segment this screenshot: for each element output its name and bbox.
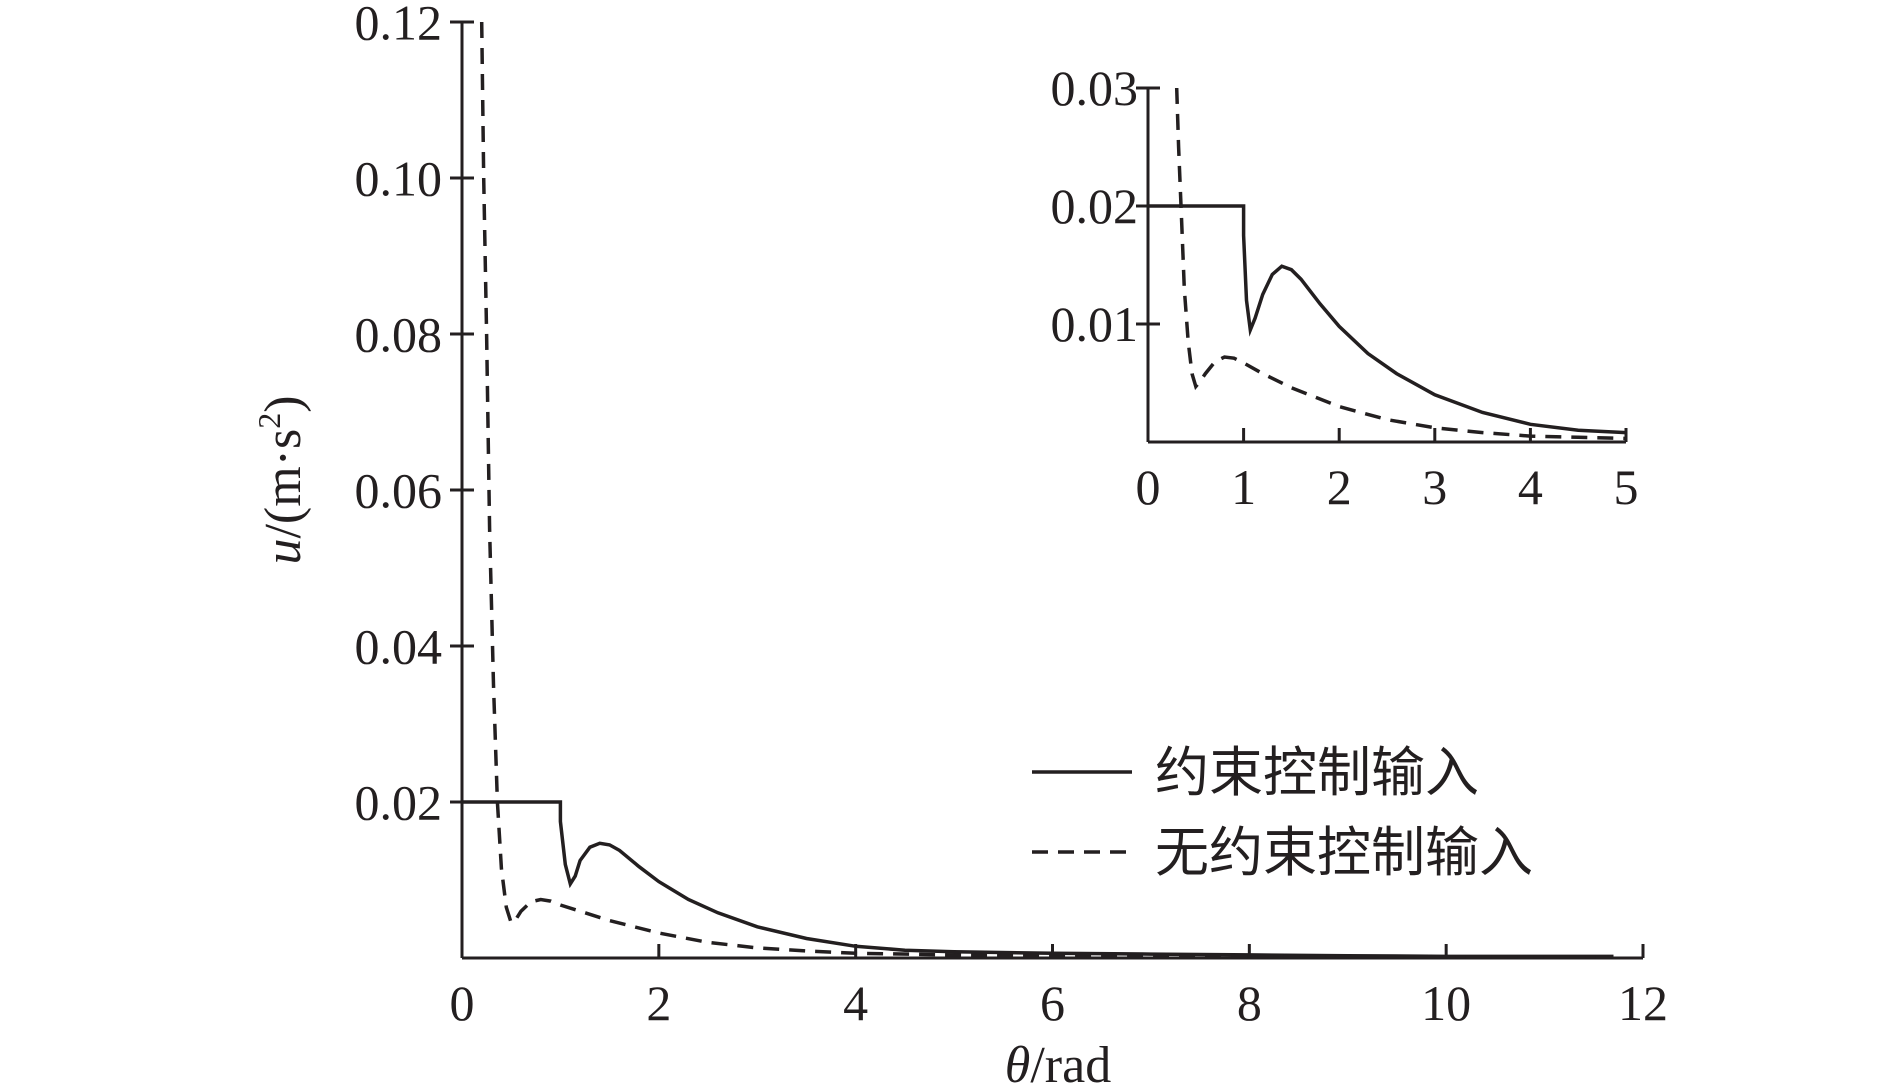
inset-series-constrained xyxy=(1148,204,1627,435)
main-y-tick-label: 0.04 xyxy=(355,619,443,675)
inset-x-tick-label: 1 xyxy=(1231,459,1256,515)
main-plot: 0 2 4 6 8 10 120.020.040.060.080.100.12 θ/rad … xyxy=(251,0,1668,1086)
main-y-tick-label: 0.06 xyxy=(355,463,443,519)
x-axis-title: θ/rad xyxy=(1005,1037,1111,1086)
inset-series-unconstrained xyxy=(1174,87,1627,441)
main-x-tick-label: 12 xyxy=(1618,975,1668,1031)
inset-x-tick-label: 0 xyxy=(1136,459,1161,515)
inset-y-tick-label: 0.03 xyxy=(1051,60,1139,116)
legend-label-constrained: 约束控制输入 xyxy=(1155,741,1479,804)
main-x-tick-label: 0 xyxy=(450,975,475,1031)
main-y-tick-label: 0.12 xyxy=(355,0,443,51)
main-y-tick-label: 0.02 xyxy=(355,775,443,831)
main-x-tick-label: 8 xyxy=(1237,975,1262,1031)
inset-x-tick-label: 5 xyxy=(1614,459,1639,515)
main-x-tick-label: 2 xyxy=(646,975,671,1031)
inset-x-tick-label: 2 xyxy=(1327,459,1352,515)
inset-y-tick-label: 0.01 xyxy=(1051,296,1139,352)
main-y-tick-label: 0.08 xyxy=(355,307,443,363)
legend: 约束控制输入 无约束控制输入 xyxy=(1032,741,1533,884)
inset-y-tick-label: 0.02 xyxy=(1051,178,1139,234)
main-x-tick-label: 4 xyxy=(843,975,868,1031)
main-y-tick-label: 0.10 xyxy=(355,151,443,207)
y-axis-title: u/(m·s2) xyxy=(251,395,312,564)
inset-x-tick-label: 4 xyxy=(1518,459,1543,515)
main-x-tick-label: 6 xyxy=(1040,975,1065,1031)
main-series-unconstrained xyxy=(479,21,1614,959)
inset-x-tick-label: 3 xyxy=(1422,459,1447,515)
legend-label-unconstrained: 无约束控制输入 xyxy=(1155,821,1533,884)
main-x-tick-label: 10 xyxy=(1421,975,1471,1031)
inset-plot: 0 1 2 3 4 5 0.01 0.02 0.03 xyxy=(1051,60,1639,515)
